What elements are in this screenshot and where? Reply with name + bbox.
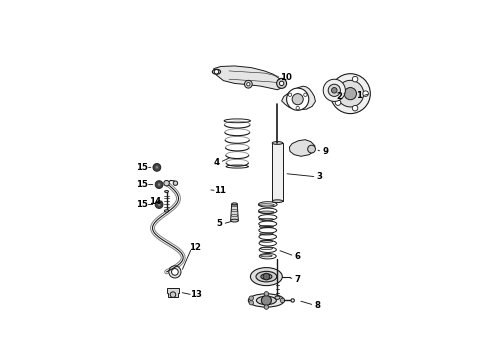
Circle shape xyxy=(304,93,307,96)
Circle shape xyxy=(337,80,364,107)
Circle shape xyxy=(288,93,292,96)
Circle shape xyxy=(249,301,253,305)
Ellipse shape xyxy=(275,296,280,299)
Text: 12: 12 xyxy=(189,243,201,252)
Text: 3: 3 xyxy=(317,172,323,181)
Circle shape xyxy=(157,183,161,186)
Circle shape xyxy=(264,305,269,309)
Ellipse shape xyxy=(164,210,169,212)
Text: 15: 15 xyxy=(137,180,148,189)
Circle shape xyxy=(153,163,161,171)
Text: 10: 10 xyxy=(280,72,292,81)
Circle shape xyxy=(328,84,341,96)
Circle shape xyxy=(308,145,316,153)
Circle shape xyxy=(155,201,163,208)
Ellipse shape xyxy=(232,203,237,205)
Circle shape xyxy=(246,82,250,86)
Polygon shape xyxy=(167,288,179,297)
Polygon shape xyxy=(290,140,315,156)
Polygon shape xyxy=(231,204,238,221)
Text: 8: 8 xyxy=(315,301,320,310)
Circle shape xyxy=(169,266,181,278)
Circle shape xyxy=(280,298,285,303)
Circle shape xyxy=(323,79,345,102)
Text: 1: 1 xyxy=(356,91,362,100)
Circle shape xyxy=(261,296,271,305)
Ellipse shape xyxy=(259,211,274,213)
Circle shape xyxy=(332,87,337,93)
Polygon shape xyxy=(214,66,284,90)
Text: 4: 4 xyxy=(214,158,220,167)
Circle shape xyxy=(330,74,370,114)
Ellipse shape xyxy=(258,204,274,206)
Circle shape xyxy=(264,292,269,296)
Circle shape xyxy=(335,82,341,87)
Circle shape xyxy=(277,78,287,89)
Ellipse shape xyxy=(261,274,272,279)
Circle shape xyxy=(344,87,356,100)
Text: 13: 13 xyxy=(190,291,202,300)
Circle shape xyxy=(352,76,358,82)
Text: 9: 9 xyxy=(322,147,328,156)
Circle shape xyxy=(287,88,309,110)
Text: 2: 2 xyxy=(337,92,343,101)
Polygon shape xyxy=(282,86,316,110)
Ellipse shape xyxy=(248,294,284,307)
Circle shape xyxy=(172,269,178,275)
Circle shape xyxy=(279,81,284,86)
Text: 5: 5 xyxy=(216,220,222,229)
Ellipse shape xyxy=(259,226,273,228)
Circle shape xyxy=(157,203,161,206)
Circle shape xyxy=(173,181,178,185)
Circle shape xyxy=(292,94,303,105)
Circle shape xyxy=(245,80,252,88)
Text: 15: 15 xyxy=(137,200,148,209)
Circle shape xyxy=(164,180,170,186)
Ellipse shape xyxy=(260,233,273,235)
Ellipse shape xyxy=(261,255,272,257)
Circle shape xyxy=(249,296,253,300)
Ellipse shape xyxy=(212,69,220,74)
Text: 7: 7 xyxy=(294,275,301,284)
Ellipse shape xyxy=(165,190,169,193)
Text: 6: 6 xyxy=(294,252,301,261)
Ellipse shape xyxy=(250,267,282,285)
Ellipse shape xyxy=(260,240,273,242)
Circle shape xyxy=(291,299,294,302)
Circle shape xyxy=(352,105,358,111)
Ellipse shape xyxy=(231,219,238,222)
Text: 15: 15 xyxy=(137,163,148,172)
Polygon shape xyxy=(272,143,283,201)
Circle shape xyxy=(335,100,341,105)
Text: 11: 11 xyxy=(214,186,226,195)
Circle shape xyxy=(214,69,219,74)
Circle shape xyxy=(263,273,270,280)
Circle shape xyxy=(170,292,176,297)
Ellipse shape xyxy=(256,271,277,282)
Circle shape xyxy=(155,181,163,188)
Circle shape xyxy=(363,91,368,96)
Ellipse shape xyxy=(256,296,276,305)
Ellipse shape xyxy=(260,247,272,249)
Circle shape xyxy=(155,166,159,169)
Ellipse shape xyxy=(272,200,283,203)
Text: 14: 14 xyxy=(149,197,162,206)
Ellipse shape xyxy=(259,218,274,221)
Circle shape xyxy=(296,107,299,110)
Ellipse shape xyxy=(272,141,283,144)
